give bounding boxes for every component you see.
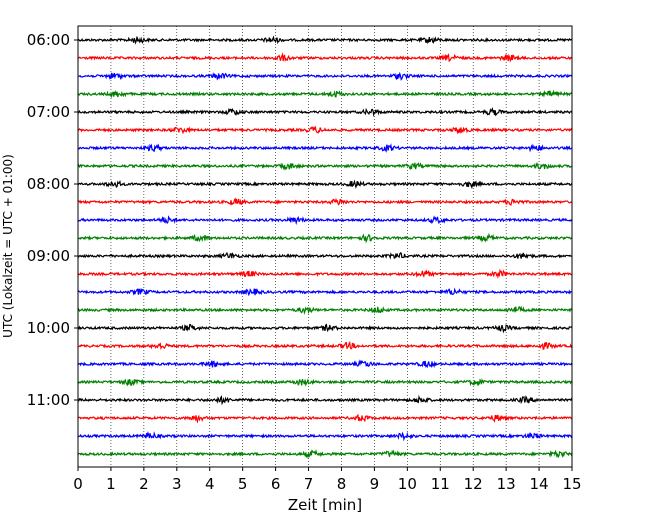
trace-row-1145 [77,449,573,459]
y-axis: 06:00 07:00 08:00 09:00 10:00 11:00 [27,31,78,409]
x-tick-label-0: 0 [73,475,83,493]
y-tick-label-0600: 06:00 [27,31,70,49]
trace-row-0915 [77,268,573,279]
trace-row-0645 [77,89,573,99]
y-tick-label-1000: 10:00 [27,319,70,337]
trace-row-1130 [77,430,573,442]
trace-row-0845 [77,232,573,244]
trace-row-0615 [77,52,573,63]
trace-row-1115 [77,413,573,424]
x-tick-label-13: 13 [497,475,516,493]
trace-row-0630 [77,71,573,81]
trace-row-0800 [77,179,573,190]
x-tick-label-9: 9 [370,475,380,493]
y-tick-label-1100: 11:00 [27,391,70,409]
x-tick-label-14: 14 [530,475,549,493]
trace-row-1030 [77,359,573,369]
trace-row-0600 [77,35,573,45]
y-tick-label-0800: 08:00 [27,175,70,193]
x-axis-label: Zeit [min] [288,496,362,514]
trace-row-0730 [77,143,573,153]
trace-row-0900 [77,251,573,260]
trace-row-0715 [77,125,573,135]
x-tick-label-5: 5 [238,475,248,493]
x-tick-label-8: 8 [337,475,347,493]
x-tick-label-10: 10 [398,475,417,493]
trace-row-0945 [77,305,573,315]
trace-row-0830 [77,215,573,226]
trace-row-0745 [77,161,573,171]
x-tick-label-1: 1 [106,475,116,493]
trace-row-0930 [77,287,573,297]
x-tick-label-3: 3 [172,475,182,493]
trace-row-0700 [77,107,573,118]
trace-row-1100 [77,394,573,406]
x-tick-label-2: 2 [139,475,149,493]
x-tick-label-7: 7 [304,475,314,493]
y-tick-label-0900: 09:00 [27,247,70,265]
x-tick-label-12: 12 [464,475,483,493]
seismic-traces [77,35,573,459]
trace-row-1015 [77,340,573,351]
x-tick-label-6: 6 [271,475,281,493]
x-axis: 0 1 2 3 4 5 6 7 8 9 10 11 12 13 14 15 [73,467,582,493]
trace-row-1000 [77,323,573,334]
x-tick-label-15: 15 [562,475,581,493]
x-tick-label-4: 4 [205,475,215,493]
trace-row-0815 [77,197,573,207]
plot-frame [77,25,573,468]
trace-row-1045 [77,378,573,387]
y-axis-label: UTC (Lokalzeit = UTC + 01:00) [1,154,15,338]
y-tick-label-0700: 07:00 [27,103,70,121]
x-tick-label-11: 11 [431,475,450,493]
